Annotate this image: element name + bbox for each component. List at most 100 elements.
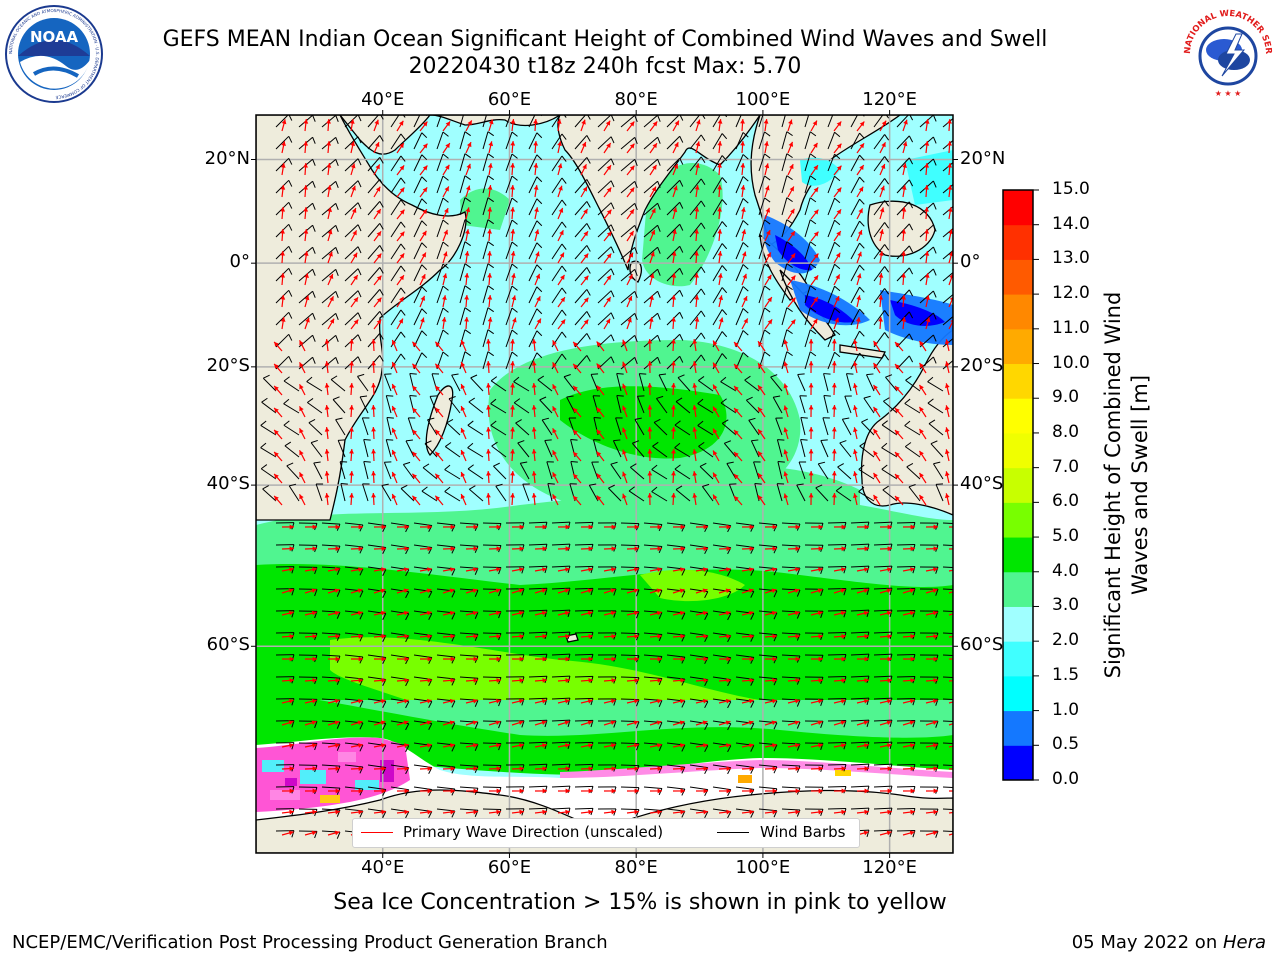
wave-arrow xyxy=(603,120,611,132)
wave-arrow xyxy=(580,141,587,154)
wave-arrow xyxy=(672,567,685,572)
wave-arrow xyxy=(326,118,331,132)
wind-barb xyxy=(551,697,571,705)
wind-barb xyxy=(850,308,865,326)
wind-barb xyxy=(666,786,686,796)
wind-barb xyxy=(904,420,921,436)
wind-barb xyxy=(597,610,617,618)
wind-barb xyxy=(906,463,921,480)
wind-barb xyxy=(666,522,686,532)
wind-barb xyxy=(689,288,706,304)
wind-barb xyxy=(850,719,870,728)
wave-arrow xyxy=(808,338,814,352)
wave-arrow xyxy=(580,766,594,772)
wave-arrow xyxy=(557,656,571,662)
wave-arrow xyxy=(626,678,640,683)
wave-arrow xyxy=(465,698,478,704)
wave-arrow xyxy=(411,385,421,396)
wind-barb xyxy=(544,439,553,458)
wave-arrow xyxy=(373,546,387,552)
wave-arrow xyxy=(764,229,771,242)
wave-arrow xyxy=(531,493,537,506)
wind-barb xyxy=(797,373,806,392)
wave-arrow xyxy=(580,788,594,794)
wind-barb xyxy=(275,355,293,370)
wave-arrow xyxy=(534,788,548,794)
wind-barb xyxy=(643,202,661,216)
wave-arrow xyxy=(894,495,904,506)
wave-arrow xyxy=(764,656,778,662)
wind-barb xyxy=(436,786,456,796)
wave-arrow xyxy=(924,206,929,220)
wave-arrow xyxy=(273,473,283,484)
wave-arrow xyxy=(303,206,309,220)
wind-barb xyxy=(597,290,615,304)
wind-barb xyxy=(689,222,706,238)
wind-barb xyxy=(919,808,939,816)
wave-arrow xyxy=(853,361,858,374)
wave-arrow xyxy=(948,768,953,770)
wave-arrow xyxy=(764,633,778,639)
wave-arrow xyxy=(533,163,539,176)
wind-barb xyxy=(712,177,728,194)
wind-barb xyxy=(815,484,829,502)
wind-barb xyxy=(413,242,428,260)
wave-arrow xyxy=(511,743,524,748)
wind-barb xyxy=(930,440,944,458)
wind-barb xyxy=(459,285,471,304)
wave-arrow xyxy=(672,588,685,594)
wave-arrow xyxy=(902,743,915,748)
wave-arrow xyxy=(304,720,317,726)
svg-text:★ ★ ★: ★ ★ ★ xyxy=(1215,89,1242,98)
wind-barb xyxy=(896,719,916,728)
wind-barb xyxy=(873,266,890,282)
wave-arrow xyxy=(303,251,309,264)
wind-barb xyxy=(873,587,893,596)
wave-arrow xyxy=(833,252,841,264)
wind-barb xyxy=(873,310,890,326)
wave-arrow xyxy=(764,207,771,220)
wave-arrow xyxy=(718,588,731,594)
lat-label-right: 40°S xyxy=(960,473,1004,495)
wave-arrow xyxy=(327,720,340,726)
wind-barb xyxy=(620,312,638,326)
wind-barb xyxy=(321,202,339,216)
wind-barb xyxy=(413,264,428,282)
wind-barb xyxy=(385,395,394,414)
wave-arrow xyxy=(764,720,777,726)
wind-barb xyxy=(631,440,645,458)
wave-arrow xyxy=(464,316,469,330)
wave-arrow xyxy=(626,610,639,616)
wave-arrow xyxy=(647,360,653,374)
wave-arrow xyxy=(649,121,658,132)
wind-barb xyxy=(652,441,668,458)
wave-arrow xyxy=(944,449,950,462)
wave-arrow xyxy=(465,567,478,572)
wave-arrow xyxy=(622,339,628,352)
wave-arrow xyxy=(327,588,340,594)
wind-barb xyxy=(459,263,471,282)
wind-barb xyxy=(597,224,615,238)
wave-arrow xyxy=(281,588,294,594)
wind-barb xyxy=(689,244,706,260)
wave-arrow xyxy=(299,428,306,440)
wave-arrow xyxy=(947,140,952,154)
wave-arrow xyxy=(442,251,448,264)
wind-barb xyxy=(850,741,870,750)
wave-arrow xyxy=(419,273,426,286)
wave-arrow xyxy=(442,295,447,308)
wave-arrow xyxy=(924,162,930,176)
wave-arrow xyxy=(833,230,842,242)
wave-arrow xyxy=(552,383,559,396)
wind-barb xyxy=(390,199,406,216)
wave-arrow xyxy=(350,809,363,815)
wind-barb xyxy=(275,742,295,750)
wave-arrow xyxy=(873,384,881,396)
wind-barb xyxy=(528,330,543,348)
wind-barb xyxy=(505,285,518,304)
wave-arrow xyxy=(787,678,801,683)
wave-arrow xyxy=(856,121,865,132)
wind-barb xyxy=(597,356,615,370)
wind-barb xyxy=(359,395,369,414)
